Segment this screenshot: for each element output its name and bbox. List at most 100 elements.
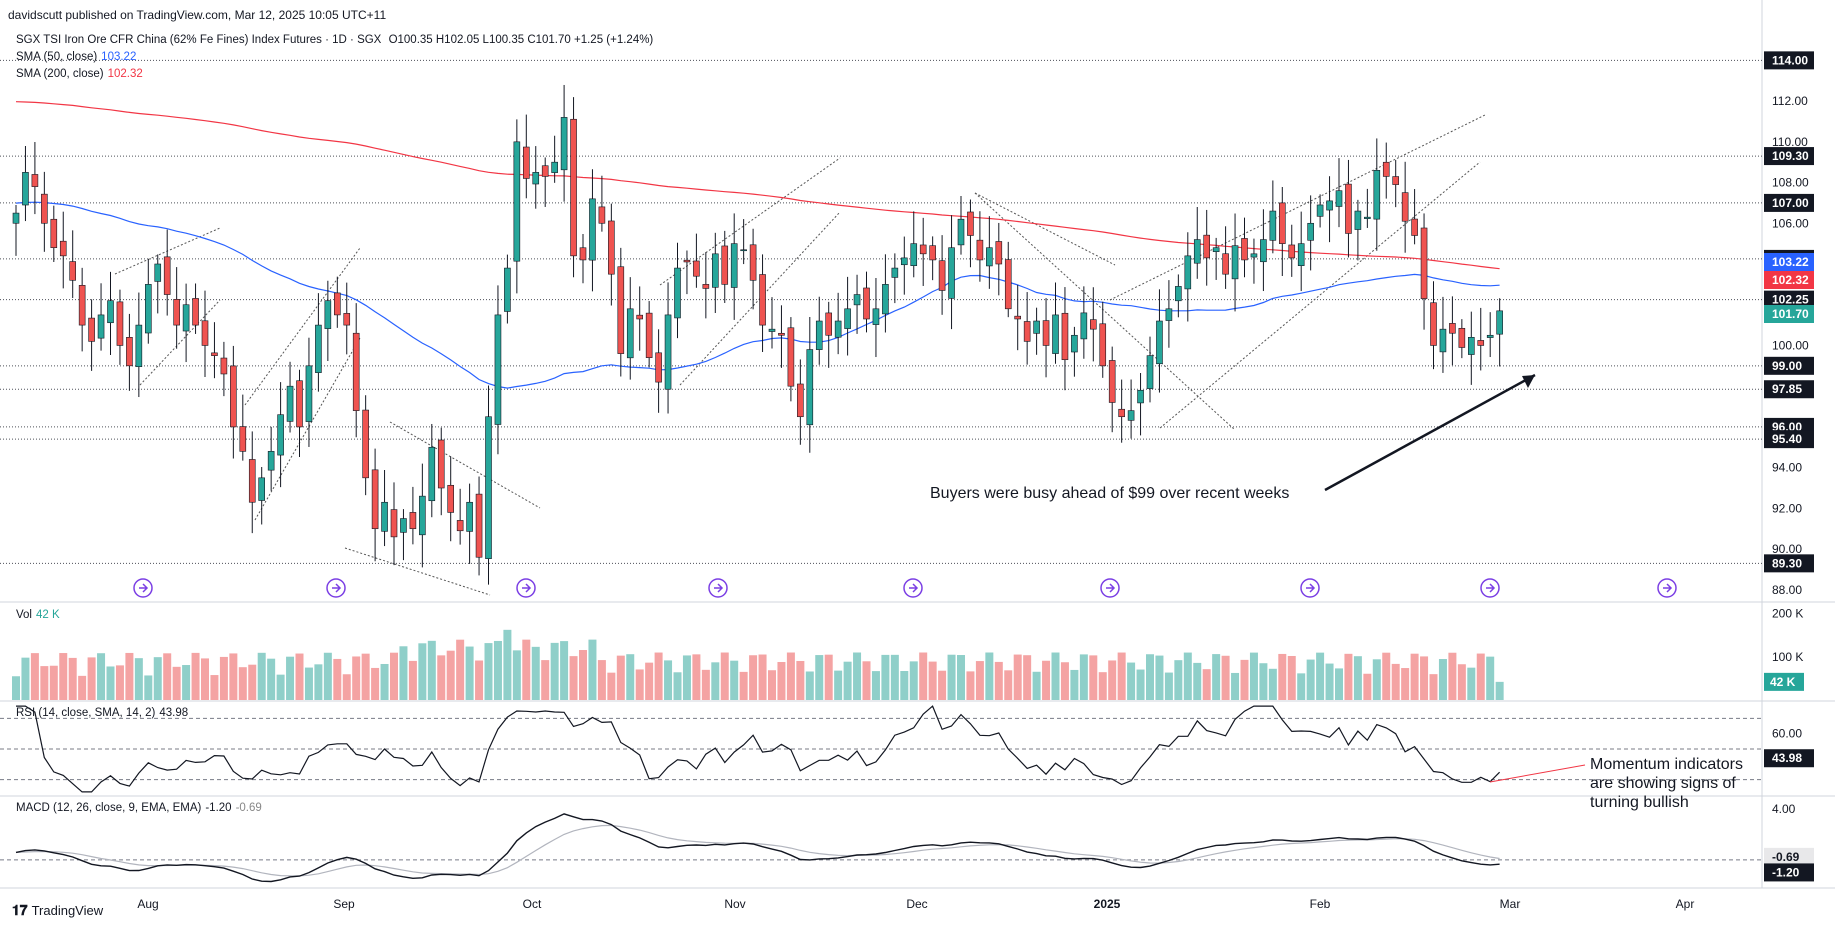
momentum-annotation: Momentum indicators are showing signs of… xyxy=(1590,756,1743,811)
candle-body xyxy=(683,259,691,263)
candle-body xyxy=(211,352,218,356)
candle-body xyxy=(778,332,785,336)
volume-bar xyxy=(390,652,398,700)
last-value-box xyxy=(1764,271,1814,289)
volume-bar xyxy=(163,653,172,700)
candle-body xyxy=(182,304,190,332)
candle-body xyxy=(1137,389,1144,404)
candle-body xyxy=(1080,312,1088,340)
volume-bar xyxy=(352,656,361,700)
volume-bar xyxy=(862,661,871,700)
volume-bar xyxy=(900,670,909,700)
candle-body xyxy=(1061,312,1069,361)
volume-bar xyxy=(446,650,455,700)
candle-body xyxy=(324,300,332,329)
volume-bar xyxy=(182,665,191,700)
last-value-label: 103.22 xyxy=(1772,255,1809,269)
volume-bar xyxy=(1136,669,1145,700)
event-arrow-icon xyxy=(332,583,342,593)
candle-body xyxy=(1335,190,1343,207)
volume-bar xyxy=(1042,660,1051,700)
candle-body xyxy=(1401,192,1409,222)
price-tick-label: 88.00 xyxy=(1772,583,1802,597)
sma200-label: SMA (200, close) xyxy=(16,68,104,80)
candle-body xyxy=(693,260,700,277)
volume-bar xyxy=(815,655,824,700)
volume-bar xyxy=(588,639,597,700)
candle-body xyxy=(230,365,237,428)
volume-bar xyxy=(1070,669,1079,700)
candle-body xyxy=(1392,176,1399,185)
level-label: 97.85 xyxy=(1772,382,1802,396)
rsi-last-box xyxy=(1764,749,1814,768)
price-tick-label: 112.00 xyxy=(1772,94,1808,108)
candle-body xyxy=(853,294,861,306)
candle-body xyxy=(797,383,804,418)
candle-body xyxy=(806,349,814,426)
candle-body xyxy=(1496,310,1503,335)
volume-group xyxy=(12,629,1504,700)
volume-bar xyxy=(12,676,20,700)
trendline xyxy=(244,247,361,406)
candle-body xyxy=(1373,170,1381,220)
candle-body xyxy=(1430,302,1437,346)
volume-bar xyxy=(295,653,304,700)
candle-body xyxy=(1212,247,1220,252)
candle-body xyxy=(1099,323,1107,367)
macd-line xyxy=(15,813,1500,883)
volume-bar xyxy=(371,667,380,700)
volume-bar xyxy=(475,660,484,700)
candle-body xyxy=(97,314,105,339)
volume-bar xyxy=(418,643,427,700)
volume-bar xyxy=(730,660,739,700)
candle-body xyxy=(844,308,851,329)
candle-body xyxy=(220,357,228,375)
volume-bar xyxy=(758,654,767,700)
volume-bar xyxy=(635,669,644,700)
volume-bar xyxy=(106,666,115,700)
volume-bar xyxy=(853,652,862,700)
volume-bar xyxy=(1212,654,1221,700)
volume-bar xyxy=(957,655,965,700)
volume-bar xyxy=(1401,668,1410,700)
candle-body xyxy=(759,274,766,326)
macd-last-label: -1.20 xyxy=(1772,865,1800,879)
candle-body xyxy=(135,324,143,368)
x-tick-label: Apr xyxy=(1676,897,1695,911)
rsi-line xyxy=(16,705,1501,793)
volume-bar xyxy=(1221,655,1230,700)
candle-body xyxy=(560,117,568,171)
volume-bar xyxy=(1146,654,1154,700)
candle-body xyxy=(1033,320,1040,334)
volume-bar xyxy=(1287,655,1296,700)
candle-body xyxy=(1156,320,1163,365)
volume-bar xyxy=(115,665,124,700)
candle-body xyxy=(296,380,303,428)
volume-bar xyxy=(692,654,701,700)
volume-bar xyxy=(531,646,540,700)
candle-body xyxy=(1071,334,1078,353)
level-label: 95.40 xyxy=(1772,432,1802,446)
volume-bar xyxy=(1079,654,1088,700)
candle-body xyxy=(504,267,511,312)
candle-body xyxy=(192,298,199,326)
symbol-line: SGX TSI Iron Ore CFR China (62% Fe Fines… xyxy=(16,34,382,46)
rsi-divergence-line xyxy=(1489,764,1586,783)
volume-bar xyxy=(1429,674,1438,700)
candle-body xyxy=(447,484,455,513)
volume-bar xyxy=(408,660,417,700)
candle-body xyxy=(636,314,644,320)
candle-body xyxy=(400,518,407,533)
volume-bar xyxy=(1108,660,1117,700)
candle-body xyxy=(239,426,247,452)
volume-bar xyxy=(928,661,937,700)
volume-bar xyxy=(1372,659,1381,700)
candle-body xyxy=(1279,202,1286,244)
level-label: 107.00 xyxy=(1772,196,1809,210)
candle-body xyxy=(674,267,681,319)
volume-bar xyxy=(1325,663,1334,700)
last-value-label: 102.32 xyxy=(1772,273,1809,287)
candle-body xyxy=(258,477,266,501)
candle-body xyxy=(1118,408,1125,418)
volume-bar xyxy=(1193,662,1202,700)
